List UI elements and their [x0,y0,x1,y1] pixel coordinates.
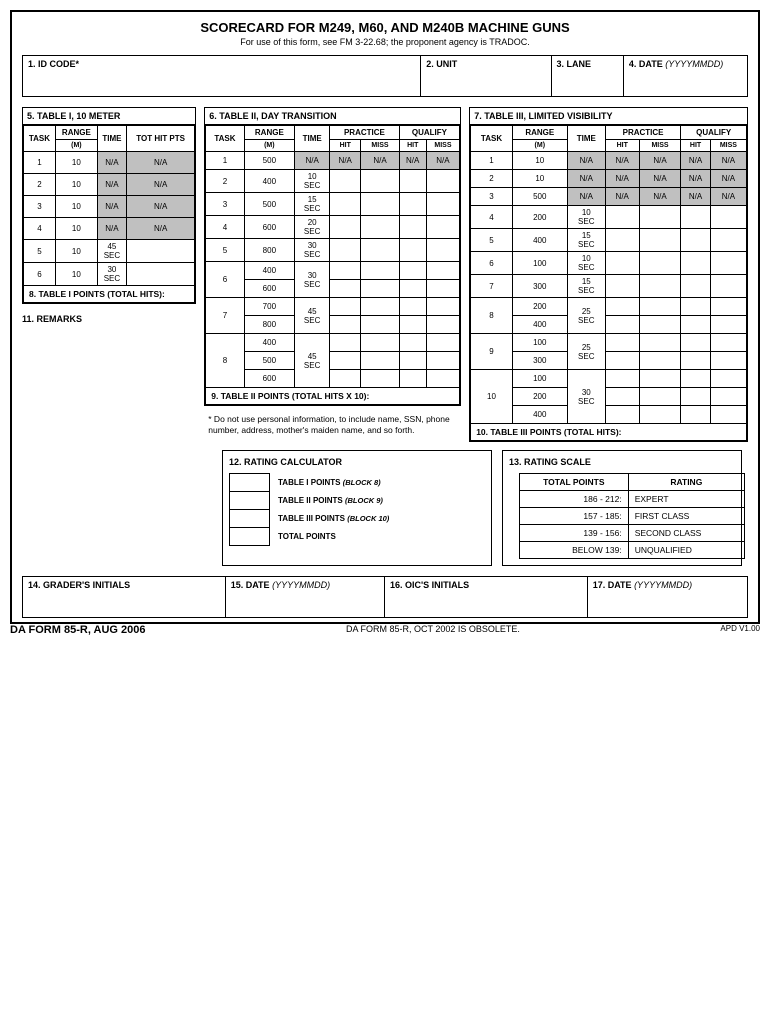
table3-points: 10. TABLE III POINTS (TOTAL HITS): [471,424,747,441]
table-row: 500 [206,352,460,370]
table-row: 157 - 185:FIRST CLASS [520,508,745,525]
table-row: 3500N/AN/AN/AN/AN/A [471,188,747,206]
table-row: 1500N/AN/AN/AN/AN/A [206,152,460,170]
form-page: SCORECARD FOR M249, M60, AND M240B MACHI… [10,10,760,624]
rating-calculator: 12. RATING CALCULATOR TABLE I POINTS (BL… [222,450,492,566]
unit-label: 2. UNIT [426,59,457,69]
form-id-row: DA FORM 85-R, AUG 2006 DA FORM 85-R, OCT… [10,624,760,636]
col1: 5. TABLE I, 10 METER TASK RANGE TIME TOT… [22,107,196,324]
table1: TASK RANGE TIME TOT HIT PTS (M) 110N/AN/… [23,125,195,303]
table-row: 110N/AN/AN/AN/AN/A [471,152,747,170]
table3-title: 7. TABLE III, LIMITED VISIBILITY [470,108,747,125]
form-number: DA FORM 85-R, AUG 2006 [10,624,146,636]
table2-points: 9. TABLE II POINTS (TOTAL HITS X 10): [206,388,460,405]
table1-section: 5. TABLE I, 10 METER TASK RANGE TIME TOT… [22,107,196,304]
table-row: 820025SEC [471,298,747,316]
table2-title: 6. TABLE II, DAY TRANSITION [205,108,460,125]
col3: 7. TABLE III, LIMITED VISIBILITY TASK RA… [469,107,748,442]
form-subtitle: For use of this form, see FM 3-22.68; th… [22,37,748,47]
table-row: 580030SEC [206,239,460,262]
table-row: 600 [206,280,460,298]
table-row: 240010SEC [206,170,460,193]
table-row: 51045SEC [24,240,195,263]
table-row: 139 - 156:SECOND CLASS [520,525,745,542]
table1-points: 8. TABLE I POINTS (TOTAL HITS): [24,286,195,303]
lane-label: 3. LANE [557,59,592,69]
table-row: 350015SEC [206,193,460,216]
footer-row: 14. GRADER'S INITIALS 15. DATE (YYYYMMDD… [22,576,748,618]
rating-table: TOTAL POINTSRATING 186 - 212:EXPERT157 -… [519,473,745,559]
apd-version: APD V1.00 [720,624,760,636]
table-row: 840045SEC [206,334,460,352]
table-row: 800 [206,316,460,334]
header-row: 1. ID CODE* 2. UNIT 3. LANE 4. DATE (YYY… [22,55,748,97]
table-row: 210N/AN/AN/AN/AN/A [471,170,747,188]
remarks-label: 11. REMARKS [22,314,196,324]
note: * Do not use personal information, to in… [204,414,461,436]
table-row: 310N/AN/A [24,196,195,218]
form-title: SCORECARD FOR M249, M60, AND M240B MACHI… [22,20,748,35]
calc-title: 12. RATING CALCULATOR [229,457,485,467]
table3: TASK RANGE TIME PRACTICE QUALIFY (M) HIT… [470,125,747,441]
table2: TASK RANGE TIME PRACTICE QUALIFY (M) HIT… [205,125,460,405]
table-row: 400 [471,406,747,424]
table-row: 910025SEC [471,334,747,352]
table-row: 420010SEC [471,206,747,229]
grader-initials-label: 14. GRADER'S INITIALS [28,580,130,590]
table-row: 400 [471,316,747,334]
table-row: 110N/AN/A [24,152,195,174]
tables-row: 5. TABLE I, 10 METER TASK RANGE TIME TOT… [22,107,748,442]
id-code-label: 1. ID CODE* [28,59,79,69]
table-row: 770045SEC [206,298,460,316]
date17-label: 17. DATE (YYYYMMDD) [593,580,692,590]
table-row: 186 - 212:EXPERT [520,491,745,508]
obsolete-note: DA FORM 85-R, OCT 2002 IS OBSOLETE. [346,624,520,636]
table-row: BELOW 139:UNQUALIFIED [520,542,745,559]
table-row: 730015SEC [471,275,747,298]
bottom-row: 12. RATING CALCULATOR TABLE I POINTS (BL… [22,450,748,566]
table-row: 61030SEC [24,263,195,286]
date15-label: 15. DATE (YYYYMMDD) [231,580,330,590]
rating-title: 13. RATING SCALE [509,457,735,467]
table-row: 610010SEC [471,252,747,275]
table-row: 210N/AN/A [24,174,195,196]
date-label: 4. DATE (YYYYMMDD) [629,59,723,69]
table-row: 640030SEC [206,262,460,280]
calc-table: TABLE I POINTS (BLOCK 8) TABLE II POINTS… [229,473,485,546]
table3-section: 7. TABLE III, LIMITED VISIBILITY TASK RA… [469,107,748,442]
col2: 6. TABLE II, DAY TRANSITION TASK RANGE T… [204,107,461,436]
table2-section: 6. TABLE II, DAY TRANSITION TASK RANGE T… [204,107,461,406]
rating-scale: 13. RATING SCALE TOTAL POINTSRATING 186 … [502,450,742,566]
table-row: 600 [206,370,460,388]
table-row: 410N/AN/A [24,218,195,240]
table1-title: 5. TABLE I, 10 METER [23,108,195,125]
table-row: 300 [471,352,747,370]
oic-initials-label: 16. OIC'S INITIALS [390,580,469,590]
table-row: 540015SEC [471,229,747,252]
table-row: 200 [471,388,747,406]
table-row: 1010030SEC [471,370,747,388]
table-row: 460020SEC [206,216,460,239]
